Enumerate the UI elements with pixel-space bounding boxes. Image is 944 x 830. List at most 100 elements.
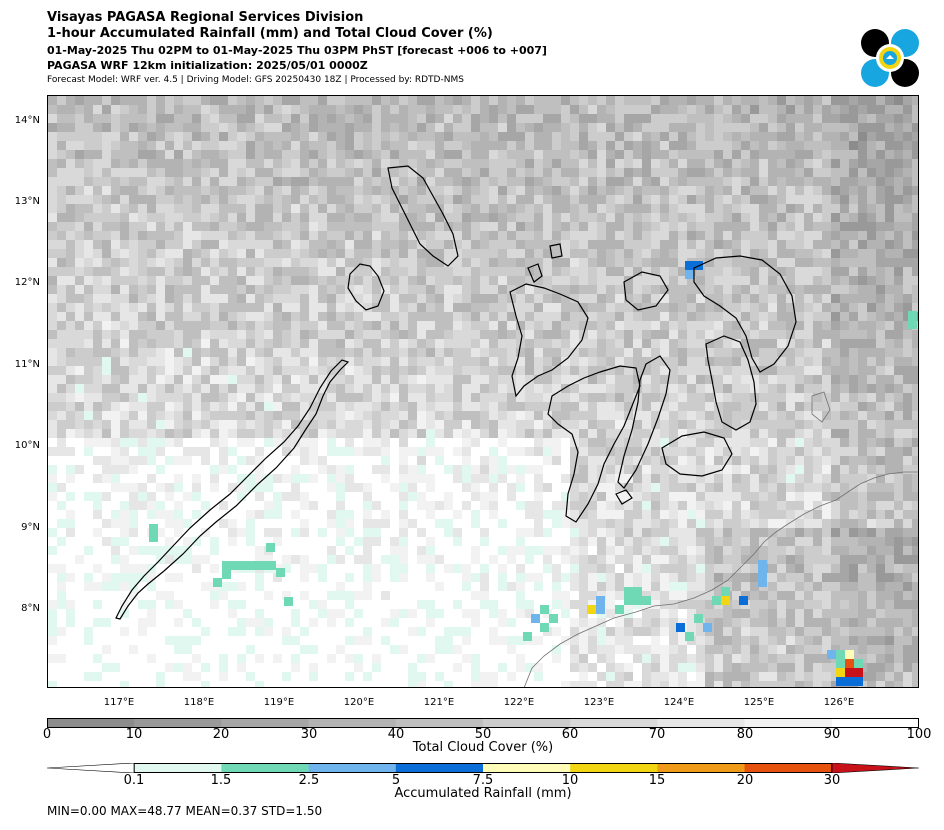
cloud-cell bbox=[183, 348, 192, 357]
cloud-cell bbox=[768, 213, 777, 222]
cloud-cell bbox=[57, 168, 66, 177]
cloud-cell bbox=[507, 366, 516, 375]
cloud-cell bbox=[687, 276, 696, 285]
cloud-cell bbox=[678, 348, 687, 357]
cloud-cell bbox=[453, 285, 462, 294]
cloud-cell bbox=[210, 456, 219, 465]
cloud-cell bbox=[318, 402, 327, 411]
cloud-cell bbox=[102, 114, 111, 123]
cloud-cell bbox=[750, 402, 759, 411]
cloud-cell bbox=[840, 159, 849, 168]
cloud-cell bbox=[876, 366, 885, 375]
cloud-cell bbox=[867, 222, 876, 231]
cloud-cell bbox=[93, 330, 102, 339]
cloud-cell bbox=[885, 132, 894, 141]
cloud-cell bbox=[804, 510, 813, 519]
cloud-cell bbox=[435, 402, 444, 411]
cloud-cell bbox=[714, 474, 723, 483]
cloud-cell bbox=[822, 384, 831, 393]
cloud-cell bbox=[345, 114, 354, 123]
cloud-cell bbox=[822, 222, 831, 231]
cloud-cell bbox=[876, 231, 885, 240]
cloud-cell bbox=[219, 267, 228, 276]
cloud-cell bbox=[858, 465, 867, 474]
cloud-cell bbox=[840, 222, 849, 231]
cloud-cell bbox=[714, 258, 723, 267]
cloud-cell bbox=[552, 375, 561, 384]
cloud-cell bbox=[66, 222, 75, 231]
cloud-cell bbox=[129, 339, 138, 348]
cloud-cell bbox=[525, 249, 534, 258]
cloud-cell bbox=[237, 114, 246, 123]
cloud-cell bbox=[345, 474, 354, 483]
cloud-cell bbox=[687, 420, 696, 429]
cloud-cell bbox=[354, 519, 363, 528]
cloud-cell bbox=[138, 195, 147, 204]
cloud-cell bbox=[840, 492, 849, 501]
cloud-cell bbox=[723, 123, 732, 132]
cloud-cell bbox=[363, 150, 372, 159]
cloud-cell bbox=[156, 357, 165, 366]
cloud-cell bbox=[381, 186, 390, 195]
cloud-cell bbox=[831, 96, 840, 105]
cloud-cell bbox=[309, 141, 318, 150]
cloud-cell bbox=[138, 231, 147, 240]
cloud-cell bbox=[210, 159, 219, 168]
cloud-cell bbox=[210, 267, 219, 276]
cloud-cell bbox=[219, 285, 228, 294]
cloud-cell bbox=[111, 366, 120, 375]
cloud-cell bbox=[102, 150, 111, 159]
cloud-cell bbox=[885, 213, 894, 222]
cloud-cell bbox=[48, 285, 57, 294]
cloud-cell bbox=[525, 330, 534, 339]
cloud-cell bbox=[300, 456, 309, 465]
cloud-cell bbox=[588, 132, 597, 141]
cloud-cell bbox=[165, 339, 174, 348]
cloud-cell bbox=[102, 96, 111, 105]
cloud-cell bbox=[651, 222, 660, 231]
cloud-cell bbox=[201, 555, 210, 564]
cloud-cell bbox=[750, 231, 759, 240]
cloud-cell bbox=[714, 204, 723, 213]
cloud-cell bbox=[345, 330, 354, 339]
cloud-cell bbox=[633, 537, 642, 546]
cloud-cell bbox=[849, 429, 858, 438]
cloud-cell bbox=[723, 213, 732, 222]
cloud-cell bbox=[561, 546, 570, 555]
cloud-cell bbox=[669, 285, 678, 294]
cloud-cell bbox=[777, 492, 786, 501]
cloud-cell bbox=[507, 114, 516, 123]
cloud-cell bbox=[102, 492, 111, 501]
cloud-cell bbox=[426, 528, 435, 537]
cloud-cell bbox=[408, 258, 417, 267]
cloud-cell bbox=[201, 195, 210, 204]
cloud-cell bbox=[813, 402, 822, 411]
cloud-cell bbox=[615, 330, 624, 339]
cloud-cell bbox=[714, 303, 723, 312]
cloud-cell bbox=[579, 447, 588, 456]
cloud-cell bbox=[192, 429, 201, 438]
cloud-cell bbox=[75, 375, 84, 384]
cloud-cell bbox=[192, 195, 201, 204]
cloud-cell bbox=[111, 123, 120, 132]
cloud-cell bbox=[111, 411, 120, 420]
cloud-cell bbox=[660, 312, 669, 321]
cloud-cell bbox=[804, 411, 813, 420]
cloud-cell bbox=[570, 195, 579, 204]
cloud-cell bbox=[867, 114, 876, 123]
cloud-cell bbox=[723, 150, 732, 159]
cloud-cell bbox=[804, 150, 813, 159]
cloud-cell bbox=[651, 537, 660, 546]
cloud-cell bbox=[120, 483, 129, 492]
cloud-cell bbox=[813, 375, 822, 384]
cloud-cell bbox=[165, 258, 174, 267]
cloud-cell bbox=[768, 114, 777, 123]
cloud-cell bbox=[759, 303, 768, 312]
cloud-cell bbox=[156, 402, 165, 411]
cloud-cell bbox=[858, 519, 867, 528]
cloud-cell bbox=[777, 267, 786, 276]
cloud-cell bbox=[354, 195, 363, 204]
cloud-cell bbox=[786, 420, 795, 429]
cloud-cell bbox=[840, 132, 849, 141]
cloud-cell bbox=[597, 438, 606, 447]
